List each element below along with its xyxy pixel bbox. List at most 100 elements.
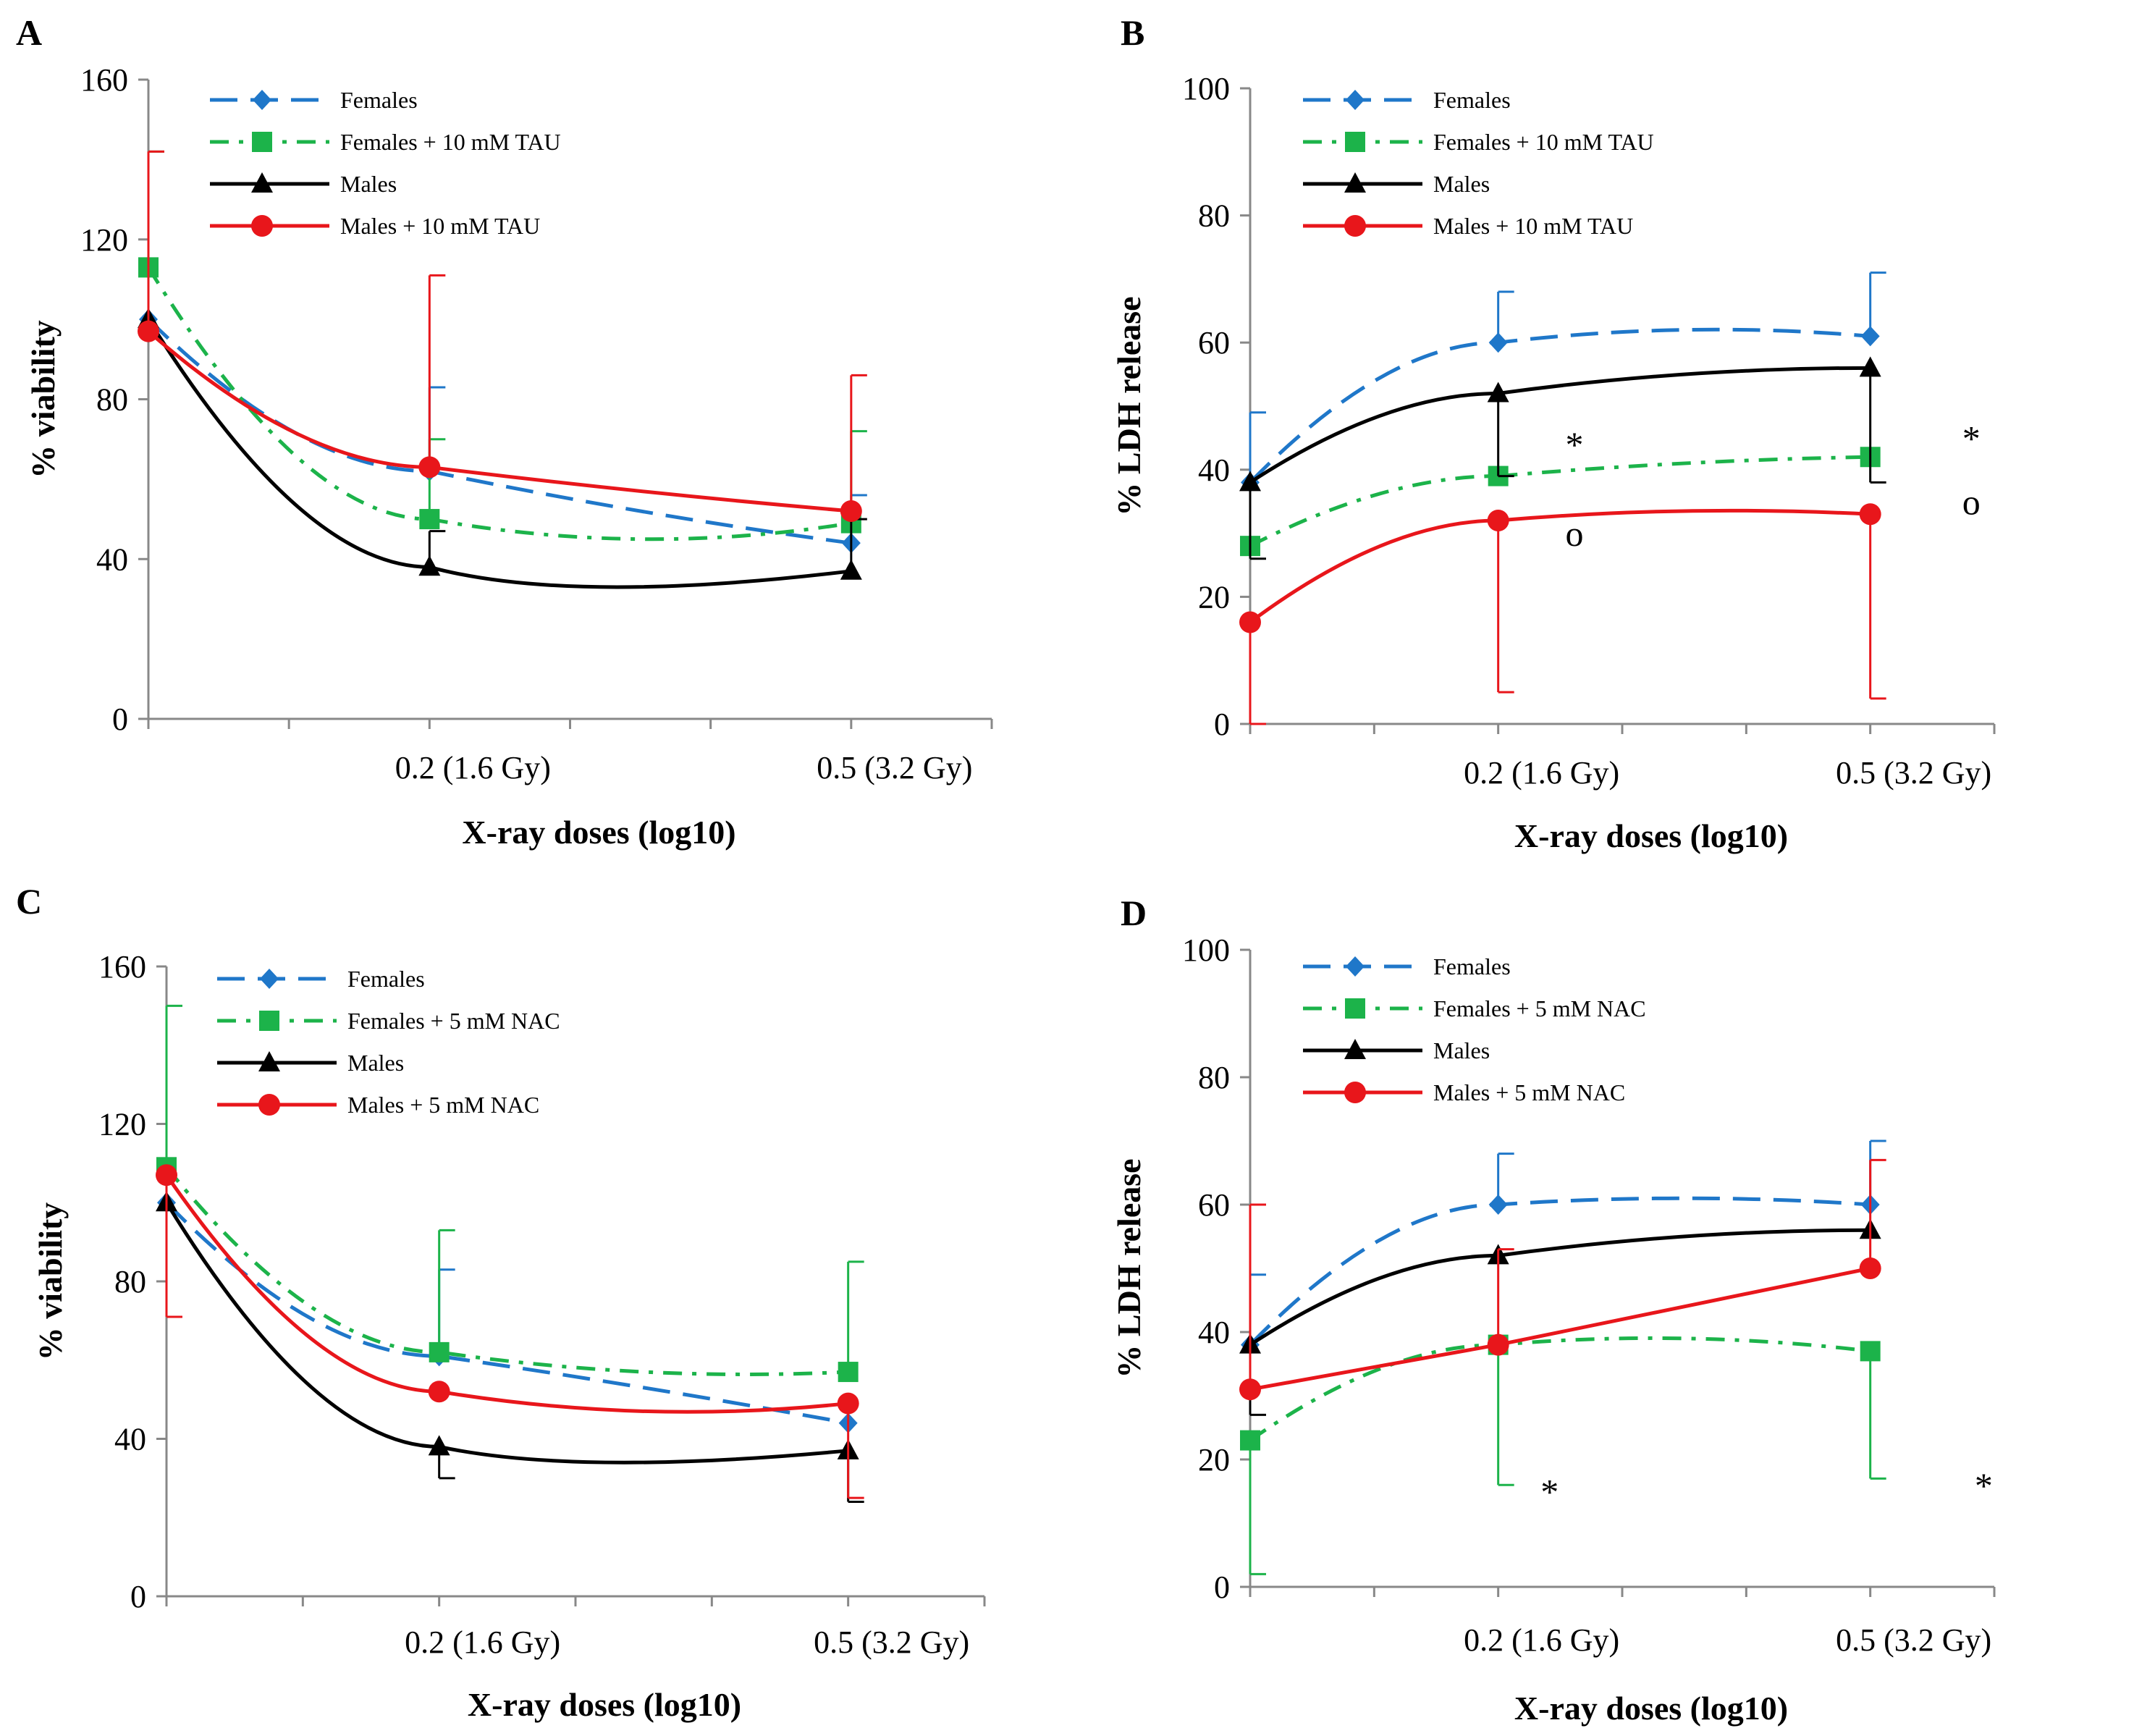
y-axis-label: % LDH release <box>1110 1158 1147 1378</box>
data-point <box>1239 611 1261 633</box>
y-tick-label: 40 <box>114 1422 146 1457</box>
series-males: Males <box>138 171 867 589</box>
x-tick-label: 0.2 (1.6 Gy) <box>405 1625 560 1660</box>
legend-marker <box>251 172 273 193</box>
x-tick-label: 0.5 (3.2 Gy) <box>817 750 972 785</box>
annotation: o <box>1962 481 1981 522</box>
series-line <box>165 1201 849 1425</box>
data-point <box>1860 1341 1881 1362</box>
data-point <box>1239 471 1261 492</box>
data-point <box>1859 1257 1881 1279</box>
data-point <box>1239 1378 1261 1401</box>
panel-d: D 0 20 40 60 80 100 0.2 (1.6 Gy) 0.5 (3.2 Gy) X-r… <box>1110 893 1996 1727</box>
data-point <box>418 456 441 479</box>
data-point <box>1859 503 1881 526</box>
y-axis-label: % viability <box>32 1202 69 1361</box>
y-axis-label: % viability <box>25 320 62 479</box>
series-females: Females <box>157 966 858 1433</box>
series-males-10-mm-tau: Males + 10 mM TAU <box>1239 213 1886 725</box>
data-point <box>837 1392 859 1415</box>
legend-marker <box>259 1011 279 1031</box>
legend-label: Females + 5 mM NAC <box>1433 995 1646 1021</box>
data-point <box>138 320 159 342</box>
data-point <box>1860 326 1880 347</box>
y-tick-label: 0 <box>130 1579 146 1614</box>
series-females: Females <box>1241 87 1886 493</box>
series-line <box>1249 366 1871 484</box>
legend-label: Males <box>347 1050 404 1076</box>
y-tick-label: 100 <box>1182 932 1230 968</box>
x-axis-label: X-ray doses (log10) <box>1514 817 1788 854</box>
data-point <box>1488 1194 1508 1215</box>
x-tick-label: 0.5 (3.2 Gy) <box>814 1625 969 1660</box>
y-tick-label: 0 <box>112 701 128 737</box>
series-line <box>1249 508 1871 624</box>
y-tick-label: 160 <box>98 949 146 985</box>
legend-label: Females <box>340 87 418 113</box>
panel-label: B <box>1121 12 1144 53</box>
data-point <box>418 555 441 576</box>
series-line <box>1249 1228 1871 1347</box>
series-line <box>1249 1266 1871 1391</box>
annotation: * <box>1565 424 1583 465</box>
series-males-10-mm-tau: Males + 10 mM TAU <box>138 150 867 523</box>
legend-marker <box>258 1094 280 1116</box>
x-tick-label: 0.2 (1.6 Gy) <box>1464 755 1619 791</box>
y-tick-label: 0 <box>1214 1569 1230 1605</box>
legend-marker <box>252 132 272 152</box>
panel-a: A 0 40 80 120 160 0.2 (1.6 Gy) 0.5 (3.2 Gy) X-ra… <box>16 12 993 851</box>
legend-marker <box>1346 956 1365 977</box>
data-point <box>428 1381 450 1403</box>
legend-label: Females + 10 mM TAU <box>1433 129 1654 155</box>
data-point <box>838 1362 859 1383</box>
legend-label: Males + 5 mM NAC <box>347 1092 539 1118</box>
panel-label: A <box>16 12 42 53</box>
series-line <box>147 329 852 513</box>
y-tick-label: 60 <box>1198 1187 1230 1223</box>
legend-marker <box>1346 90 1365 110</box>
legend-label: Males <box>1433 1037 1490 1063</box>
y-tick-label: 120 <box>98 1107 146 1142</box>
y-axis-label: % LDH release <box>1110 296 1147 515</box>
panel-label: C <box>16 881 42 922</box>
series-line <box>147 318 852 545</box>
legend-marker <box>1345 998 1365 1019</box>
legend-label: Males + 10 mM TAU <box>1433 213 1633 239</box>
legend-label: Females <box>1433 953 1511 979</box>
data-point <box>840 500 862 523</box>
series-females-10-mm-tau: Females + 10 mM TAU <box>1240 129 1881 557</box>
x-tick-label: 0.5 (3.2 Gy) <box>1836 755 1991 791</box>
y-tick-label: 80 <box>1198 198 1230 234</box>
annotation: o <box>1565 513 1583 554</box>
data-point <box>840 559 862 580</box>
y-tick-label: 100 <box>1182 71 1230 106</box>
panel-c: C 0 40 80 120 160 0.2 (1.6 Gy) 0.5 (3.2 Gy) X-ra… <box>16 881 986 1723</box>
data-point <box>428 1435 450 1456</box>
annotation: * <box>1962 418 1981 458</box>
annotation: * <box>1540 1472 1559 1512</box>
y-tick-label: 40 <box>1198 452 1230 488</box>
series-males: Males <box>1239 171 1886 560</box>
data-point <box>156 1164 177 1187</box>
panel-label: D <box>1121 893 1147 933</box>
y-tick-label: 80 <box>1198 1060 1230 1095</box>
legend-marker <box>1344 215 1366 237</box>
series-line <box>1249 455 1871 548</box>
legend-marker <box>1345 132 1365 152</box>
x-tick-label: 0.2 (1.6 Gy) <box>395 750 551 785</box>
y-tick-label: 160 <box>80 62 128 98</box>
data-point <box>1487 510 1509 532</box>
legend-label: Males + 5 mM NAC <box>1433 1079 1625 1105</box>
legend-marker <box>253 90 271 110</box>
series-males-5-mm-nac: Males + 5 mM NAC <box>156 1092 864 1499</box>
y-tick-label: 80 <box>96 382 128 418</box>
legend-label: Females <box>347 966 425 992</box>
series-males-5-mm-nac: Males + 5 mM NAC <box>1239 1079 1886 1401</box>
x-tick-label: 0.5 (3.2 Gy) <box>1836 1622 1991 1658</box>
series-line <box>146 266 852 542</box>
y-tick-label: 20 <box>1198 579 1230 615</box>
panel-b: B 0 20 40 60 80 100 0.2 (1.6 Gy) 0.5 (3.2 Gy) X-r… <box>1110 12 1996 854</box>
series-line <box>1249 1196 1871 1347</box>
series-females: Females <box>139 87 867 554</box>
